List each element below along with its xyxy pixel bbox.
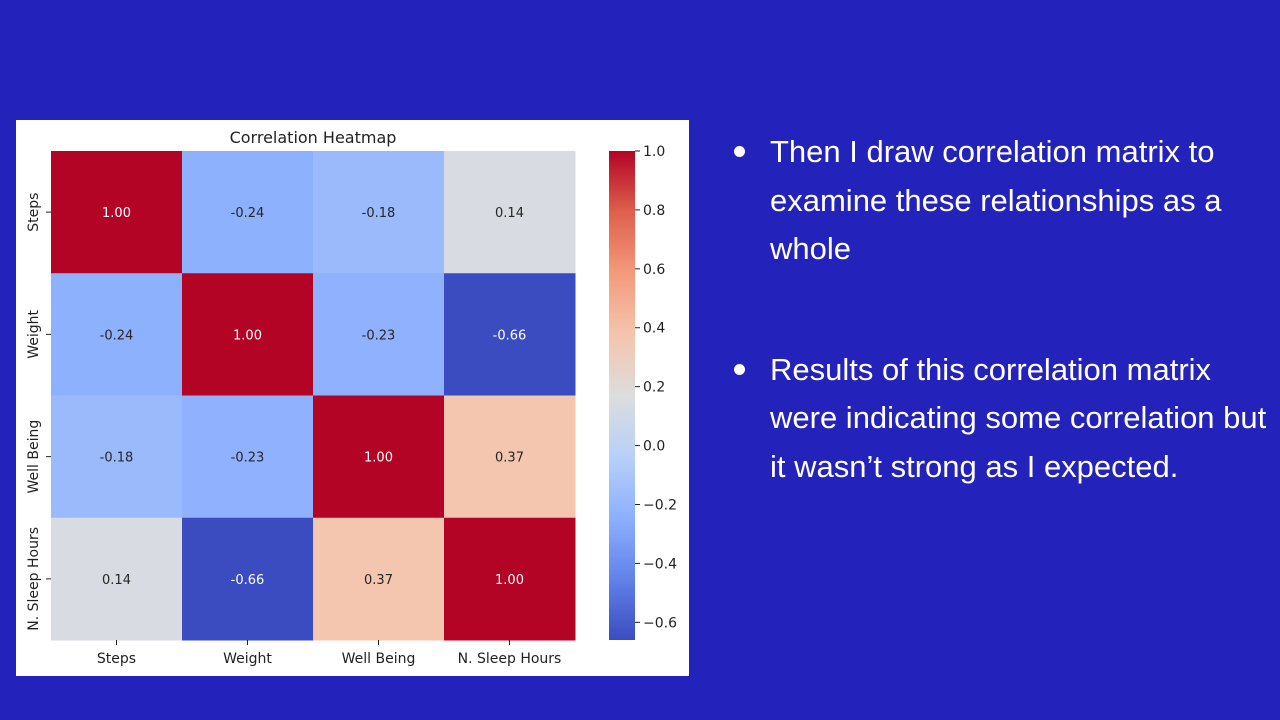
heatmap-cell [182, 517, 314, 641]
colorbar-tick-label: 0.4 [643, 321, 665, 337]
colorbar-tick-label: −0.6 [643, 615, 677, 631]
cell-value-label: -0.18 [100, 451, 134, 466]
cell-value-label: 0.14 [102, 573, 131, 588]
heatmap-cell [313, 151, 445, 274]
chart-title: Correlation Heatmap [230, 128, 397, 147]
heatmap-cell [182, 273, 314, 396]
cell-value-label: 1.00 [495, 573, 524, 588]
heatmap-cell [51, 517, 183, 641]
heatmap-cell [444, 273, 576, 396]
colorbar-tick-label: −0.2 [643, 497, 677, 513]
colorbar-tick-label: −0.4 [643, 556, 677, 572]
heatmap-cell [444, 517, 576, 641]
heatmap-cell [51, 151, 183, 274]
x-tick-label: N. Sleep Hours [458, 651, 562, 667]
bullet-text: Results of this correlation matrix were … [770, 351, 1267, 484]
heatmap-cell [444, 151, 576, 274]
heatmap-cell [313, 273, 445, 396]
cell-value-label: -0.18 [362, 206, 396, 221]
cell-value-label: -0.24 [100, 328, 134, 343]
cell-value-label: -0.24 [231, 206, 265, 221]
colorbar-tick-label: 0.6 [643, 262, 665, 278]
bullet-item: Results of this correlation matrix were … [732, 346, 1272, 492]
heatmap-cell [444, 395, 576, 519]
colorbar-tick-label: 0.8 [643, 203, 665, 219]
heatmap-cell [51, 395, 183, 519]
correlation-heatmap: Correlation Heatmap 1.00 -0.24 -0.18 0.14 -0… [26, 128, 677, 667]
heatmap-cell [51, 273, 183, 396]
cell-value-label: -0.23 [362, 328, 396, 343]
y-tick-label: Steps [26, 193, 42, 232]
bullet-dot-icon [734, 146, 745, 157]
heatmap-cell [182, 395, 314, 519]
colorbar-tick-label: 0.2 [643, 380, 665, 396]
heatmap-cell [313, 517, 445, 641]
cell-value-label: -0.23 [231, 451, 265, 466]
bullet-text: Then I draw correlation matrix to examin… [770, 134, 1222, 266]
cell-value-label: 1.00 [102, 206, 131, 221]
chart-panel: Correlation Heatmap 1.00 -0.24 -0.18 0.14 -0… [16, 120, 689, 676]
cell-value-label: -0.66 [231, 573, 265, 588]
cell-value-label: 1.00 [364, 451, 393, 466]
y-tick-label: Well Being [26, 420, 42, 494]
cell-value-label: -0.66 [493, 328, 527, 343]
y-tick-label: N. Sleep Hours [26, 527, 42, 631]
y-tick-label: Weight [26, 309, 42, 358]
bullet-list: Then I draw correlation matrix to examin… [732, 128, 1272, 563]
cell-value-label: 0.14 [495, 206, 524, 221]
cell-value-label: 0.37 [495, 451, 524, 466]
x-tick-label: Well Being [342, 651, 416, 667]
colorbar [609, 151, 635, 640]
bullet-item: Then I draw correlation matrix to examin… [732, 128, 1272, 274]
colorbar-tick-label: 0.0 [643, 439, 665, 455]
heatmap-cell [182, 151, 314, 274]
x-tick-label: Weight [223, 651, 272, 667]
heatmap-cell [313, 395, 445, 519]
cell-value-label: 0.37 [364, 573, 393, 588]
x-tick-label: Steps [97, 651, 136, 667]
cell-value-label: 1.00 [233, 328, 262, 343]
colorbar-tick-label: 1.0 [643, 144, 665, 160]
bullet-dot-icon [734, 363, 745, 375]
